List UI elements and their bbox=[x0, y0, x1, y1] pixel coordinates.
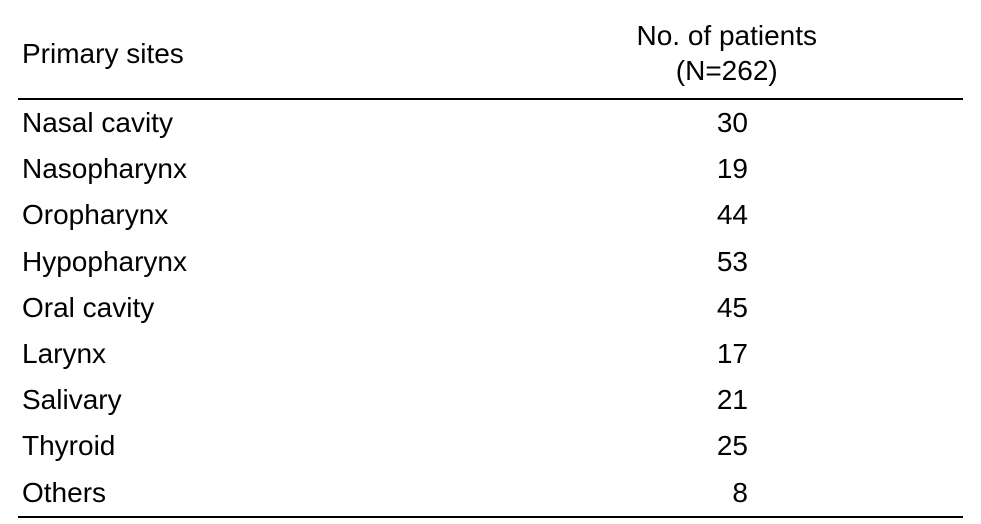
cell-count: 25 bbox=[491, 423, 964, 469]
cell-site: Larynx bbox=[18, 331, 491, 377]
cell-site: Oral cavity bbox=[18, 285, 491, 331]
table-row: Oral cavity 45 bbox=[18, 285, 963, 331]
col-header-num-patients-line2: (N=262) bbox=[676, 55, 778, 86]
table-header-row: Primary sites No. of patients (N=262) bbox=[18, 12, 963, 99]
patient-sites-table-container: Primary sites No. of patients (N=262) Na… bbox=[0, 0, 981, 518]
table-row: Hypopharynx 53 bbox=[18, 239, 963, 285]
cell-site: Nasopharynx bbox=[18, 146, 491, 192]
cell-site: Nasal cavity bbox=[18, 99, 491, 146]
cell-count: 44 bbox=[491, 192, 964, 238]
cell-site: Salivary bbox=[18, 377, 491, 423]
cell-site: Thyroid bbox=[18, 423, 491, 469]
table-row: Nasal cavity 30 bbox=[18, 99, 963, 146]
col-header-num-patients: No. of patients (N=262) bbox=[491, 12, 964, 99]
table-row: Oropharynx 44 bbox=[18, 192, 963, 238]
cell-count: 21 bbox=[491, 377, 964, 423]
col-header-num-patients-line1: No. of patients bbox=[636, 20, 817, 51]
cell-site: Hypopharynx bbox=[18, 239, 491, 285]
cell-count: 8 bbox=[491, 470, 964, 517]
table-row: Salivary 21 bbox=[18, 377, 963, 423]
table-body: Nasal cavity 30 Nasopharynx 19 Oropharyn… bbox=[18, 99, 963, 517]
cell-count: 17 bbox=[491, 331, 964, 377]
cell-count: 53 bbox=[491, 239, 964, 285]
patient-sites-table: Primary sites No. of patients (N=262) Na… bbox=[18, 12, 963, 518]
table-row: Nasopharynx 19 bbox=[18, 146, 963, 192]
cell-site: Others bbox=[18, 470, 491, 517]
cell-count: 45 bbox=[491, 285, 964, 331]
col-header-primary-sites: Primary sites bbox=[18, 12, 491, 99]
table-row: Larynx 17 bbox=[18, 331, 963, 377]
cell-count: 30 bbox=[491, 99, 964, 146]
cell-count: 19 bbox=[491, 146, 964, 192]
cell-site: Oropharynx bbox=[18, 192, 491, 238]
table-row: Others 8 bbox=[18, 470, 963, 517]
table-row: Thyroid 25 bbox=[18, 423, 963, 469]
